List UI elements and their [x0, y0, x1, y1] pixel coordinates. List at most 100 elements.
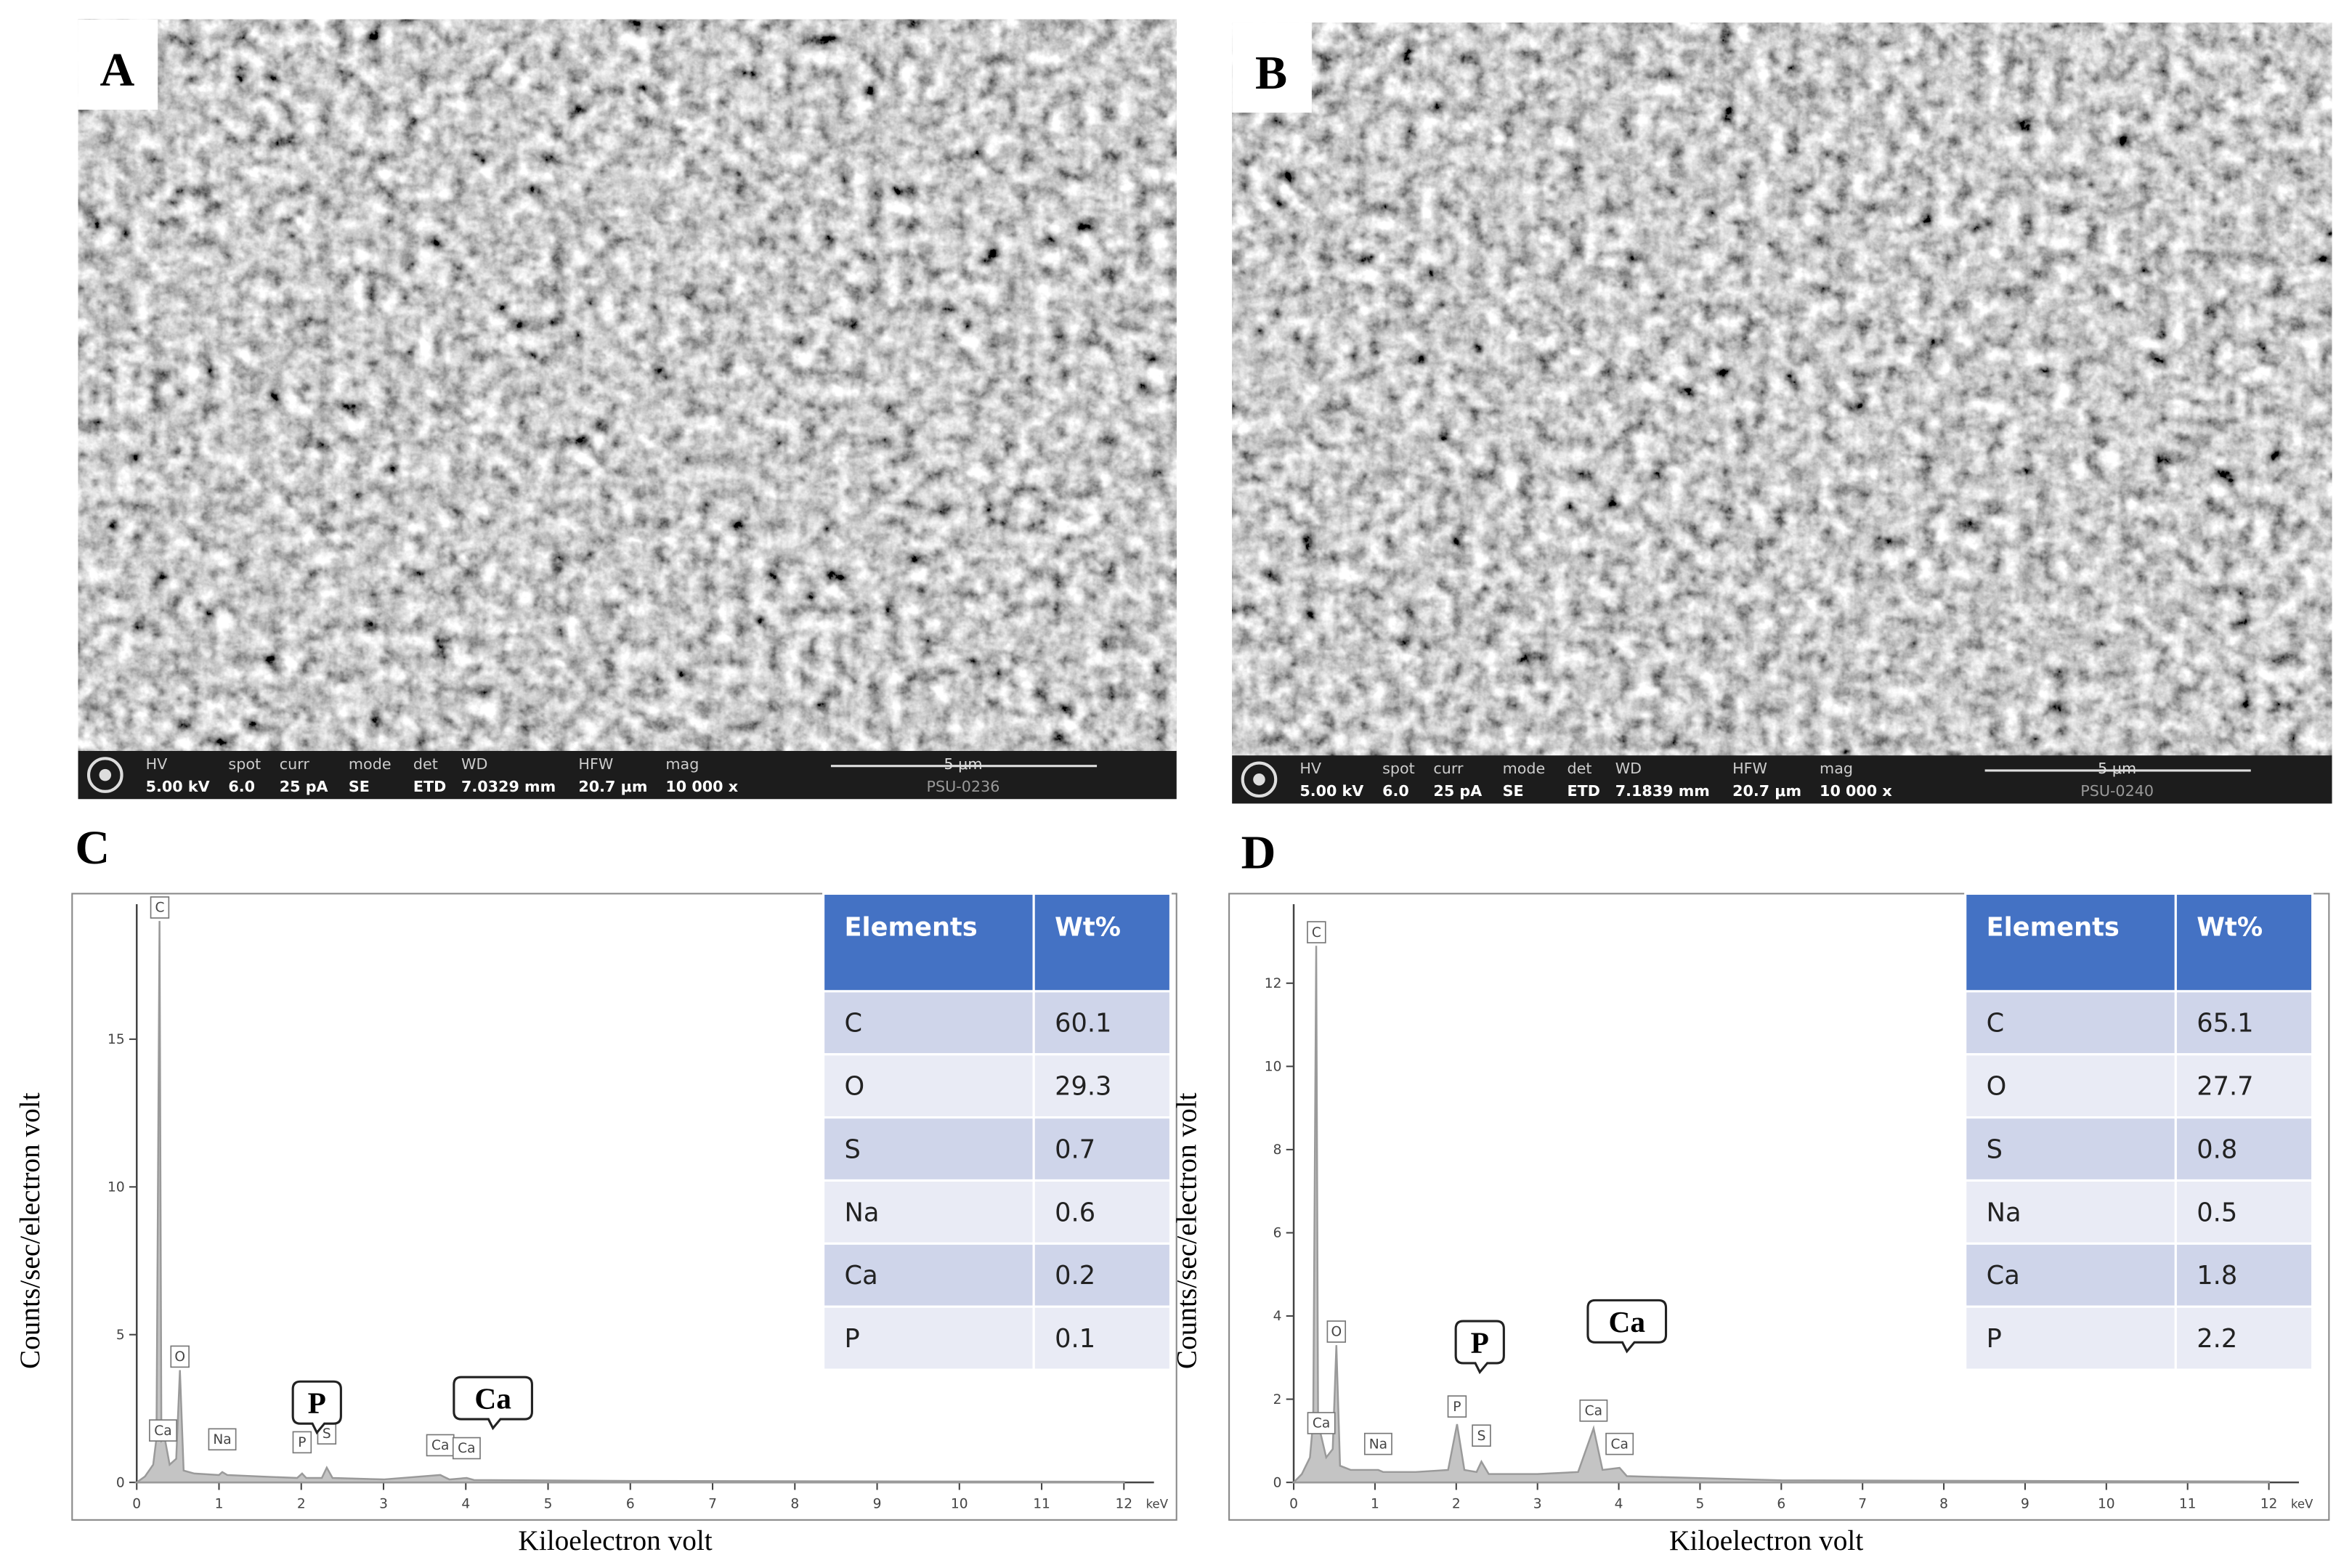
peak-label: O [1331, 1325, 1342, 1340]
peak-label-box [1472, 1424, 1491, 1447]
info-value: 10 000 x [665, 778, 738, 795]
info-bar [1232, 755, 2332, 804]
callout-label: Ca [474, 1382, 511, 1415]
table-cell [2174, 1242, 2314, 1308]
peak-label-box [1307, 921, 1326, 943]
sem-texture [78, 19, 1177, 752]
y-tick-label: 5 [116, 1328, 125, 1343]
table-text: P [1987, 1324, 2002, 1354]
peak-label-box [1326, 1320, 1347, 1343]
table-cell [2174, 1179, 2314, 1245]
y-tick-label: 0 [116, 1475, 125, 1490]
peak-label: Ca [1610, 1437, 1628, 1452]
table-cell [1964, 1116, 2177, 1182]
peak-label-box [149, 1419, 177, 1442]
peak-label-box [1605, 1432, 1634, 1455]
x-tick-label: 5 [544, 1496, 553, 1511]
sem-texture [1232, 23, 2332, 756]
x-tick-label: 0 [132, 1496, 141, 1511]
table-header: Elements [1987, 912, 2120, 942]
x-tick-label: 7 [1858, 1496, 1867, 1511]
info-field: HFW [578, 755, 613, 773]
peak-label-box [170, 1345, 190, 1368]
table-text: 0.1 [1055, 1324, 1095, 1354]
peak-label: P [1453, 1400, 1461, 1415]
peak-label: C [1312, 925, 1321, 941]
table-cell [1964, 1179, 2177, 1245]
table-cell [2174, 990, 2314, 1056]
peak-label: C [155, 901, 164, 916]
x-unit: keV [1146, 1497, 1169, 1511]
peak-label-box [150, 896, 170, 919]
x-axis-label: Kiloelectron volt [1669, 1525, 1863, 1556]
peak-label: Na [213, 1432, 231, 1447]
table-header-cell [1964, 892, 2177, 993]
table-header: Elements [845, 912, 978, 942]
peak-label: Ca [154, 1423, 171, 1439]
x-tick-label: 1 [1371, 1496, 1379, 1511]
table-text: S [845, 1134, 861, 1164]
callout-label: Ca [1608, 1305, 1645, 1339]
info-bar [78, 751, 1177, 800]
table-text: Ca [845, 1261, 878, 1291]
x-tick-label: 0 [1289, 1496, 1298, 1511]
panel-label-box [1232, 23, 1312, 113]
info-field: mag [1820, 760, 1853, 777]
y-tick-label: 4 [1273, 1309, 1282, 1324]
callout-label: P [308, 1386, 326, 1420]
x-tick-label: 12 [2260, 1496, 2278, 1511]
table-cell [2174, 1053, 2314, 1119]
table-cell [2174, 1116, 2314, 1182]
info-field: mag [665, 755, 699, 773]
info-field: spot [228, 755, 261, 773]
table-text: Na [845, 1198, 880, 1227]
table-header: Wt% [2197, 912, 2263, 942]
panel-label-box [78, 19, 158, 110]
table-text: 1.8 [2197, 1261, 2237, 1291]
table-text: 29.3 [1055, 1072, 1111, 1102]
table-text: O [845, 1072, 865, 1102]
peak-label-box [292, 1431, 312, 1454]
table-header-cell [2174, 892, 2314, 993]
peak-label-box [452, 1437, 481, 1460]
table-text: 0.5 [2197, 1198, 2237, 1227]
table-cell [1032, 1053, 1172, 1119]
info-value: 20.7 μm [578, 778, 647, 795]
x-tick-label: 4 [1615, 1496, 1623, 1511]
info-field: curr [280, 755, 310, 773]
info-field: mode [349, 755, 392, 773]
panel-label: C [75, 821, 110, 874]
panel-label: D [1241, 826, 1276, 879]
table-cell [2174, 1305, 2314, 1371]
y-tick-label: 12 [1265, 976, 1282, 991]
table-text: 0.6 [1055, 1198, 1095, 1227]
table-text: P [845, 1324, 860, 1354]
info-field: mode [1503, 760, 1546, 777]
peak-label-box [1579, 1400, 1608, 1422]
y-tick-label: 10 [108, 1179, 125, 1195]
info-value: 25 pA [280, 778, 328, 795]
info-value: ETD [413, 778, 446, 795]
x-tick-label: 1 [215, 1496, 224, 1511]
table-text: Na [1987, 1198, 2021, 1227]
table-cell [1032, 990, 1172, 1056]
peak-label-box [1447, 1395, 1467, 1418]
image-id: PSU-0236 [927, 778, 1000, 795]
info-field: det [1568, 760, 1592, 777]
table-text: 0.8 [2197, 1134, 2237, 1164]
info-field: HFW [1732, 760, 1767, 777]
info-field: HV [146, 755, 168, 773]
callout-box [291, 1380, 342, 1435]
x-tick-label: 11 [2179, 1496, 2197, 1511]
x-tick-label: 7 [708, 1496, 717, 1511]
table-text: 65.1 [2197, 1009, 2253, 1039]
x-tick-label: 5 [1696, 1496, 1705, 1511]
y-tick-label: 6 [1273, 1226, 1282, 1241]
table-header-cell [822, 892, 1035, 993]
y-axis-label: Counts/sec/electron volt [15, 1092, 46, 1369]
info-value: SE [349, 778, 370, 795]
info-value: 5.00 kV [146, 778, 210, 795]
x-tick-label: 11 [1033, 1496, 1050, 1511]
table-text: 0.2 [1055, 1261, 1095, 1291]
x-tick-label: 3 [379, 1496, 388, 1511]
